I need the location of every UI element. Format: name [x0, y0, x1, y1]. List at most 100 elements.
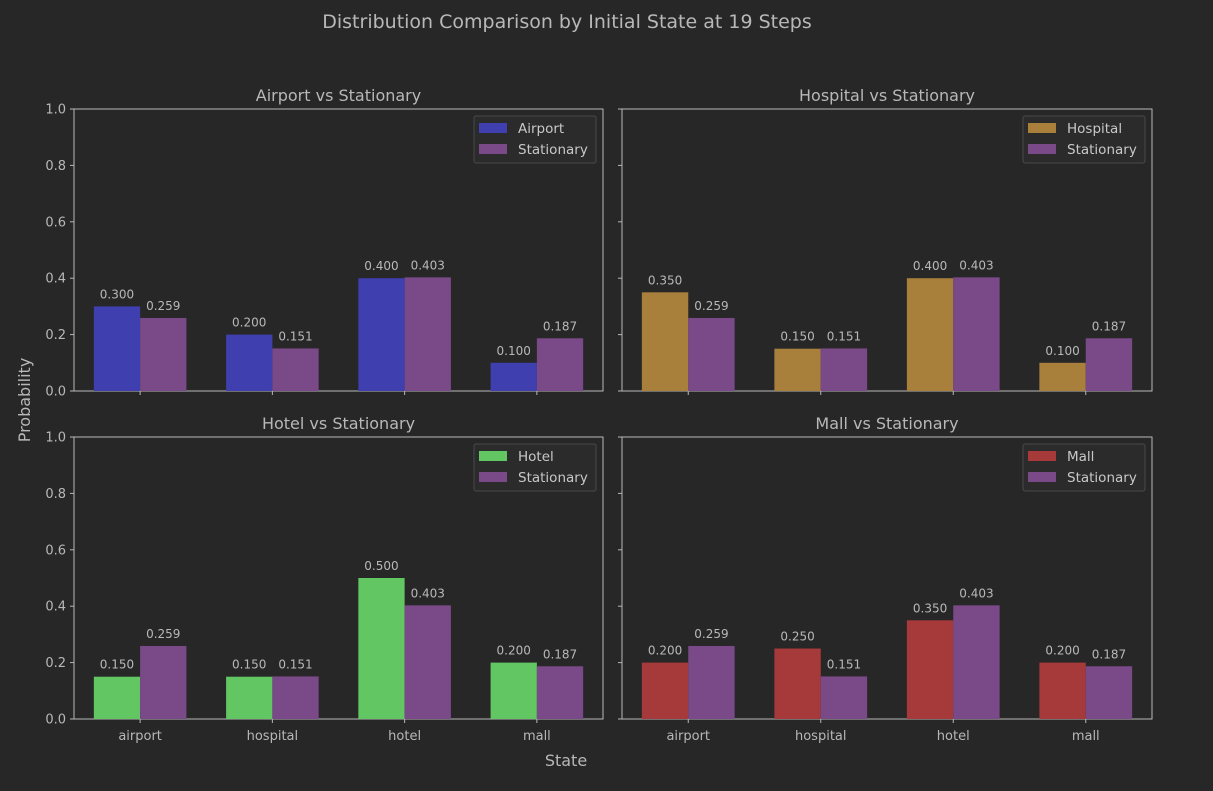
bar-stationary-hospital: [272, 348, 319, 391]
bar-stationary-hospital: [272, 676, 319, 719]
bar-stationary-hotel: [953, 605, 1000, 719]
bar-value-label: 0.259: [146, 299, 180, 313]
legend-swatch-hotel: [479, 451, 507, 461]
bar-value-label: 0.187: [543, 319, 577, 333]
bar-value-label: 0.150: [232, 658, 266, 672]
bar-airport-mall: [490, 362, 537, 391]
bar-value-label: 0.151: [278, 329, 312, 343]
bar-stationary-mall: [536, 338, 584, 391]
bar-value-label: 0.151: [827, 329, 861, 343]
bar-mall-mall: [1039, 662, 1086, 719]
legend-label: Stationary: [1067, 470, 1137, 486]
y-tick-label: 0.4: [45, 600, 66, 615]
y-tick-label: 0.6: [45, 215, 66, 230]
x-tick-label: airport: [118, 729, 162, 744]
bar-hotel-airport: [93, 676, 141, 719]
bar-stationary-hospital: [820, 676, 868, 719]
bar-value-label: 0.259: [694, 299, 728, 313]
bar-stationary-airport: [140, 317, 187, 391]
bar-value-label: 0.403: [411, 586, 445, 600]
x-axis-label: State: [545, 751, 587, 770]
y-tick-label: 0.0: [45, 385, 66, 400]
legend: Hospital Stationary: [1022, 115, 1146, 164]
legend-label: Mall: [1067, 449, 1094, 465]
bar-value-label: 0.150: [100, 658, 134, 672]
bar-value-label: 0.187: [1092, 647, 1126, 661]
bar-mall-hospital: [774, 648, 821, 719]
legend-label: Stationary: [1067, 142, 1137, 158]
bar-stationary-hotel: [404, 605, 451, 719]
bar-value-label: 0.403: [959, 258, 993, 272]
legend-label: Stationary: [518, 142, 588, 158]
plot-frame: [621, 436, 1153, 720]
panel-3: Hotel vs Stationary 0.0 0.2 0.4 0.6 0.8 1.0 air…: [45, 414, 604, 744]
y-tick-label: 0.8: [45, 487, 66, 502]
bar-value-label: 0.150: [780, 330, 814, 344]
panel-1: Airport vs Stationary 0.0 0.2 0.4 0.6 0.8 1.0 0…: [45, 86, 604, 400]
figure-title: Distribution Comparison by Initial State…: [322, 11, 811, 33]
y-tick-label: 0.2: [45, 328, 66, 343]
bar-stationary-mall: [1085, 338, 1133, 391]
panel-title: Airport vs Stationary: [256, 86, 421, 105]
bar-value-label: 0.200: [497, 644, 531, 658]
bar-stationary-hospital: [820, 348, 868, 391]
x-tick-label: hospital: [795, 729, 847, 744]
bar-hospital-hospital: [774, 348, 821, 391]
y-tick-label: 0.6: [45, 543, 66, 558]
bar-stationary-airport: [140, 645, 187, 719]
bar-hotel-hotel: [358, 578, 405, 719]
bar-value-label: 0.100: [497, 344, 531, 358]
legend-label: Airport: [518, 121, 564, 137]
bar-airport-airport: [93, 306, 141, 391]
bar-value-label: 0.200: [232, 316, 266, 330]
bar-value-label: 0.200: [648, 644, 682, 658]
bar-stationary-airport: [688, 317, 735, 391]
bar-value-label: 0.500: [364, 559, 398, 573]
legend-swatch-stationary: [1028, 144, 1056, 154]
legend-label: Stationary: [518, 470, 588, 486]
bar-hospital-mall: [1039, 362, 1086, 391]
bar-stationary-hotel: [404, 277, 451, 391]
panel-title: Hospital vs Stationary: [799, 86, 975, 105]
bar-stationary-mall: [536, 666, 584, 719]
legend: Mall Stationary: [1022, 443, 1146, 492]
y-tick-label: 0.8: [45, 159, 66, 174]
y-tick-label: 0.0: [45, 713, 66, 728]
bar-value-label: 0.259: [694, 627, 728, 641]
bar-value-label: 0.403: [959, 586, 993, 600]
legend: Airport Stationary: [473, 115, 597, 164]
legend: Hotel Stationary: [473, 443, 597, 492]
panels: Airport vs Stationary 0.0 0.2 0.4 0.6 0.8 1.0 0…: [45, 86, 1153, 744]
y-tick-label: 1.0: [45, 431, 66, 446]
legend-label: Hotel: [518, 449, 554, 465]
bar-hospital-hotel: [906, 278, 954, 391]
legend-swatch-mall: [1028, 451, 1056, 461]
panel-title: Hotel vs Stationary: [262, 414, 415, 433]
bar-value-label: 0.350: [648, 273, 682, 287]
x-tick-label: hotel: [937, 729, 970, 744]
legend-swatch-stationary: [479, 144, 507, 154]
bar-value-label: 0.250: [780, 630, 814, 644]
plot-frame: [621, 108, 1153, 392]
legend-swatch-airport: [479, 123, 507, 133]
bar-stationary-hotel: [953, 277, 1000, 391]
y-tick-label: 1.0: [45, 103, 66, 118]
y-tick-label: 0.2: [45, 656, 66, 671]
bar-value-label: 0.400: [364, 259, 398, 273]
x-tick-label: hospital: [247, 729, 299, 744]
x-tick-label: hotel: [388, 729, 421, 744]
panel-4: Mall vs Stationary airport 0.200 0.259 hospi…: [618, 414, 1153, 744]
x-tick-label: mall: [523, 729, 551, 744]
bar-value-label: 0.403: [411, 258, 445, 272]
bar-value-label: 0.151: [827, 657, 861, 671]
panel-title: Mall vs Stationary: [815, 414, 958, 433]
x-tick-label: mall: [1072, 729, 1100, 744]
plot-frame: [73, 108, 604, 392]
bar-stationary-mall: [1085, 666, 1133, 719]
bar-value-label: 0.350: [913, 601, 947, 615]
bar-mall-hotel: [906, 620, 954, 719]
legend-swatch-stationary: [1028, 472, 1056, 482]
bar-hotel-hospital: [226, 676, 273, 719]
